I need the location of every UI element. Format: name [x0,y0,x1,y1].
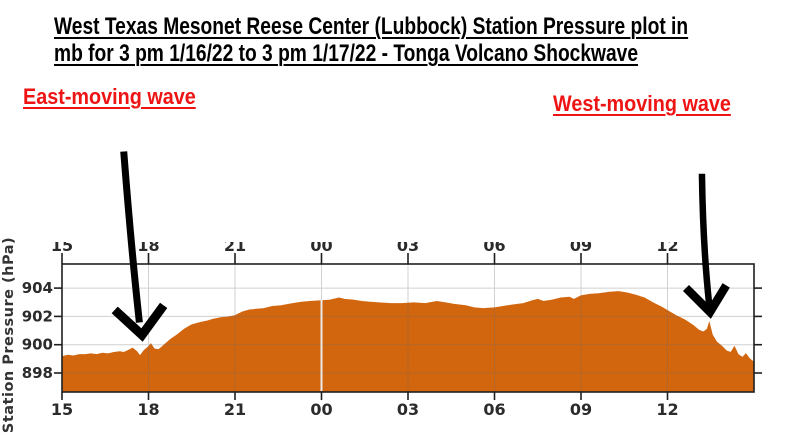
x-axis-tick-label: 03 [397,400,419,419]
west-wave-arrow-head [682,283,730,319]
chart-title: West Texas Mesonet Reese Center (Lubbock… [54,13,804,67]
top-axis-clipped-labels: 15 18 21 00 03 06 09 12 [51,236,679,255]
x-axis-labels: 15 18 21 00 03 06 09 12 [51,400,679,419]
top-axis-tick-label: 12 [656,236,678,255]
x-axis-tick-label: 21 [224,400,246,419]
top-axis-tick-label: 06 [483,236,505,255]
west-wave-arrow [682,173,730,319]
y-axis-tick-label: 904 [22,279,53,297]
top-axis-tick-label: 09 [570,236,592,255]
west-wave-arrow-shaft [698,173,713,307]
x-axis-tick-label: 15 [51,400,73,419]
axis-ticks [54,253,762,400]
y-axis-tick-label: 898 [22,364,53,382]
east-wave-arrow-shaft [120,151,143,323]
top-axis-tick-label: 03 [397,236,419,255]
x-axis-tick-label: 00 [310,400,332,419]
x-axis-tick-label: 06 [483,400,505,419]
title-line-1: West Texas Mesonet Reese Center (Lubbock… [54,13,689,40]
top-axis-tick-label: 21 [224,236,246,255]
top-axis-tick-label: 18 [137,236,159,255]
top-axis-tick-label: 00 [310,236,332,255]
x-axis-tick-label: 12 [656,400,678,419]
chart-title-text: West Texas Mesonet Reese Center (Lubbock… [54,13,688,67]
y-axis-labels: 898 900 902 904 [22,279,53,382]
east-wave-arrow-head [111,302,168,342]
east-wave-arrow [111,151,168,342]
gridlines [61,264,754,392]
west-wave-annotation-label: West-moving wave [553,91,731,116]
pressure-area-series [61,291,755,392]
east-wave-annotation-label: East-moving wave [23,84,196,109]
y-axis-tick-label: 902 [22,307,53,325]
top-axis-tick-label: 15 [51,236,73,255]
title-line-2: mb for 3 pm 1/16/22 to 3 pm 1/17/22 - To… [54,40,639,67]
x-axis-tick-label: 18 [137,400,159,419]
y-axis-title: Station Pressure (hPa) [1,237,17,433]
x-axis-tick-label: 09 [570,400,592,419]
y-axis-tick-label: 900 [22,336,53,354]
